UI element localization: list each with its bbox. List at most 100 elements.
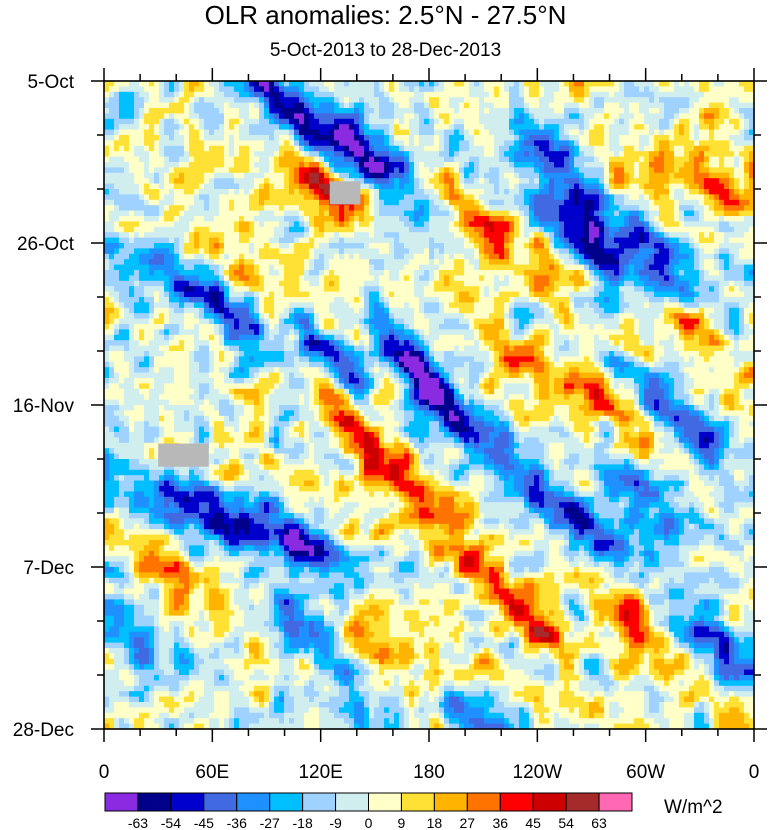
heatmap-cell: [644, 102, 650, 109]
heatmap-cell: [559, 199, 565, 206]
heatmap-cell: [644, 226, 650, 233]
heatmap-cell: [229, 280, 235, 287]
heatmap-cell: [554, 221, 560, 228]
heatmap-cell: [159, 286, 165, 293]
heatmap-cell: [399, 264, 405, 271]
heatmap-cell: [554, 280, 560, 287]
heatmap-cell: [309, 270, 315, 276]
heatmap-cell: [574, 253, 580, 260]
heatmap-cell: [124, 118, 130, 125]
heatmap-cell: [699, 264, 705, 271]
heatmap-cell: [454, 167, 460, 174]
heatmap-cell: [569, 91, 575, 98]
heatmap-cell: [514, 156, 520, 163]
heatmap-cell: [264, 237, 270, 244]
heatmap-cell: [354, 91, 360, 98]
heatmap-cell: [589, 275, 595, 282]
heatmap-cell: [504, 280, 510, 287]
heatmap-cell: [139, 270, 145, 276]
heatmap-cell: [499, 102, 505, 109]
heatmap-cell: [674, 162, 680, 168]
heatmap-cell: [289, 102, 295, 109]
heatmap-cell: [689, 102, 695, 109]
heatmap-cell: [374, 286, 380, 293]
heatmap-cell: [219, 275, 225, 282]
heatmap-cell: [539, 183, 545, 190]
heatmap-cell: [534, 162, 540, 168]
heatmap-cell: [114, 113, 120, 120]
heatmap-cell: [669, 167, 675, 174]
heatmap-cell: [354, 124, 360, 131]
heatmap-cell: [304, 113, 310, 120]
heatmap-cell: [249, 275, 255, 282]
heatmap-cell: [309, 145, 315, 152]
heatmap-cell: [524, 232, 530, 239]
heatmap-cell: [429, 199, 435, 206]
heatmap-cell: [609, 140, 615, 147]
heatmap-cell: [144, 156, 150, 163]
heatmap-cell: [299, 286, 305, 293]
heatmap-cell: [604, 199, 610, 206]
heatmap-cell: [549, 253, 555, 260]
heatmap-cell: [444, 113, 450, 120]
heatmap-cell: [549, 189, 555, 195]
heatmap-cell: [679, 135, 685, 141]
heatmap-cell: [749, 151, 755, 158]
heatmap-cell: [149, 156, 155, 163]
heatmap-cell: [284, 199, 290, 206]
heatmap-cell: [549, 216, 555, 222]
heatmap-cell: [269, 253, 275, 260]
heatmap-cell: [309, 232, 315, 239]
heatmap-cell: [154, 205, 160, 212]
heatmap-cell: [689, 221, 695, 228]
heatmap-cell: [394, 172, 400, 179]
heatmap-cell: [384, 270, 390, 276]
heatmap-cell: [324, 86, 330, 93]
heatmap-cell: [174, 124, 180, 131]
heatmap-cell: [519, 102, 525, 109]
heatmap-cell: [479, 194, 485, 201]
heatmap-cell: [289, 199, 295, 206]
heatmap-cell: [319, 226, 325, 233]
heatmap-cell: [644, 156, 650, 163]
heatmap-cell: [629, 108, 635, 114]
heatmap-cell: [149, 280, 155, 287]
heatmap-cell: [179, 183, 185, 190]
heatmap-cell: [369, 102, 375, 109]
heatmap-cell: [299, 135, 305, 141]
heatmap-cell: [669, 140, 675, 147]
heatmap-cell: [374, 259, 380, 266]
heatmap-cell: [719, 124, 725, 131]
heatmap-cell: [614, 81, 620, 87]
heatmap-cell: [104, 194, 110, 201]
heatmap-cell: [244, 135, 250, 141]
heatmap-cell: [174, 280, 180, 287]
heatmap-cell: [194, 237, 200, 244]
heatmap-cell: [394, 226, 400, 233]
heatmap-cell: [744, 108, 750, 114]
heatmap-cell: [269, 118, 275, 125]
heatmap-cell: [574, 232, 580, 239]
heatmap-cell: [664, 205, 670, 212]
heatmap-cell: [634, 194, 640, 201]
heatmap-cell: [519, 135, 525, 141]
heatmap-cell: [724, 156, 730, 163]
heatmap-cell: [254, 253, 260, 260]
heatmap-cell: [569, 151, 575, 158]
heatmap-cell: [164, 199, 170, 206]
heatmap-cell: [484, 216, 490, 222]
heatmap-cell: [409, 183, 415, 190]
heatmap-cell: [354, 135, 360, 141]
heatmap-cell: [349, 86, 355, 93]
heatmap-cell: [129, 243, 135, 249]
heatmap-cell: [739, 145, 745, 152]
heatmap-cell: [344, 97, 350, 104]
heatmap-cell: [504, 183, 510, 190]
heatmap-cell: [744, 151, 750, 158]
heatmap-cell: [214, 226, 220, 233]
heatmap-cell: [529, 102, 535, 109]
heatmap-cell: [224, 151, 230, 158]
heatmap-cell: [484, 210, 490, 217]
heatmap-cell: [404, 97, 410, 104]
heatmap-cell: [369, 286, 375, 293]
